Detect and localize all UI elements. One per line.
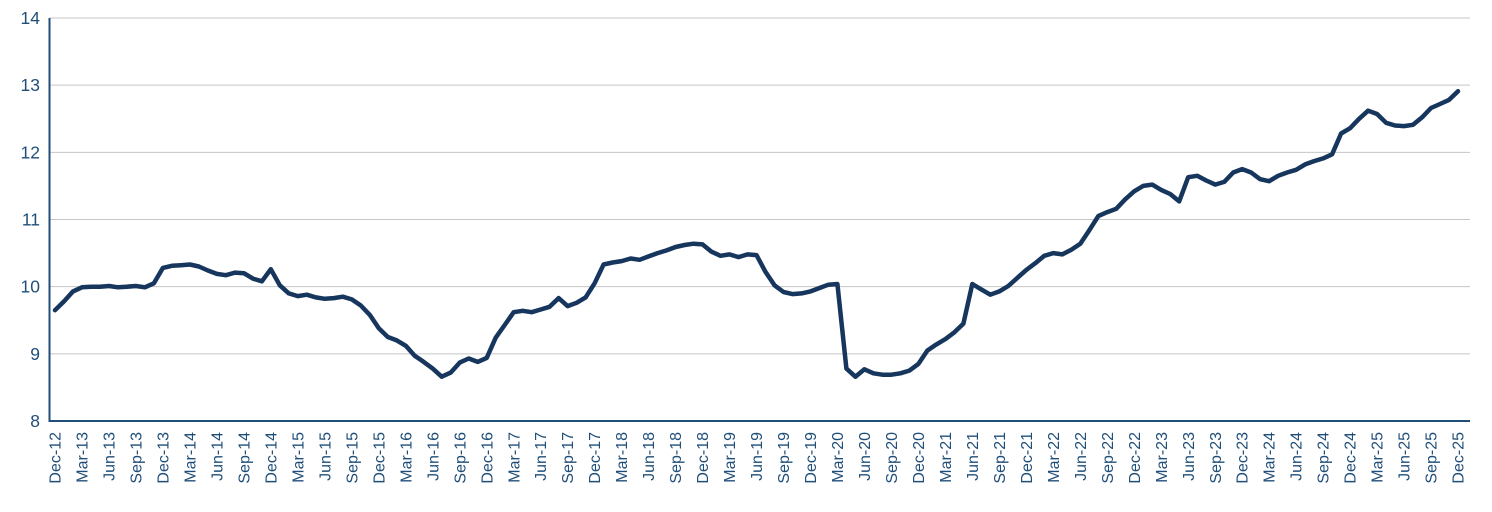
x-tick-label: Jun-17: [533, 432, 550, 481]
x-tick-label: Sep-23: [1208, 432, 1225, 484]
y-tick-label: 13: [21, 75, 40, 95]
x-tick-label: Jun-20: [857, 432, 874, 481]
x-tick-label: Dec-14: [263, 432, 280, 484]
x-tick-label: Jun-13: [102, 432, 119, 481]
x-tick-label: Mar-24: [1262, 432, 1279, 483]
x-tick-label: Jun-21: [965, 432, 982, 481]
x-tick-label: Mar-15: [290, 432, 307, 483]
x-tick-label: Mar-25: [1370, 432, 1387, 483]
x-tick-label: Sep-17: [560, 432, 577, 484]
x-tick-label: Dec-19: [803, 432, 820, 484]
x-tick-label: Dec-21: [1019, 432, 1036, 484]
x-tick-label: Mar-16: [398, 432, 415, 483]
x-tick-label: Mar-23: [1154, 432, 1171, 483]
x-tick-label: Mar-13: [75, 432, 92, 483]
x-tick-label: Sep-14: [236, 432, 253, 484]
x-tick-label: Mar-22: [1046, 432, 1063, 483]
x-tick-label: Sep-19: [776, 432, 793, 484]
x-tick-label: Sep-24: [1316, 432, 1333, 484]
x-tick-label: Dec-17: [587, 432, 604, 484]
x-tick-label: Sep-16: [452, 432, 469, 484]
x-tick-label: Mar-14: [183, 432, 200, 483]
x-tick-label: Mar-17: [506, 432, 523, 483]
x-tick-label: Jun-23: [1181, 432, 1198, 481]
y-tick-label: 14: [21, 8, 41, 28]
x-tick-label: Sep-21: [992, 432, 1009, 484]
y-tick-label: 11: [22, 210, 40, 230]
series-line: [52, 88, 1461, 379]
x-tick-label: Jun-15: [317, 432, 334, 481]
x-tick-label: Mar-19: [722, 432, 739, 483]
y-tick-label: 10: [21, 277, 41, 297]
x-tick-label: Dec-13: [156, 432, 173, 484]
x-tick-label: Sep-18: [668, 432, 685, 484]
x-tick-label: Dec-23: [1235, 432, 1252, 484]
x-tick-label: Sep-13: [129, 432, 146, 484]
x-tick-label: Dec-25: [1451, 432, 1468, 484]
x-tick-label: Sep-15: [344, 432, 361, 484]
x-tick-label: Jun-24: [1289, 432, 1306, 481]
y-tick-label: 9: [30, 344, 40, 364]
x-tick-label: Jun-25: [1397, 432, 1414, 481]
x-tick-label: Jun-18: [641, 432, 658, 481]
x-tick-label: Jun-16: [425, 432, 442, 481]
x-tick-label: Dec-18: [695, 432, 712, 484]
x-tick-label: Dec-20: [911, 432, 928, 484]
x-tick-label: Mar-18: [614, 432, 631, 483]
x-tick-label: Mar-20: [830, 432, 847, 483]
x-tick-label: Dec-15: [371, 432, 388, 484]
x-tick-label: Dec-16: [479, 432, 496, 484]
x-tick-label: Jun-19: [749, 432, 766, 481]
x-tick-label: Sep-25: [1424, 432, 1441, 484]
x-tick-label: Jun-14: [209, 432, 226, 481]
x-tick-label: Dec-24: [1343, 432, 1360, 484]
x-tick-label: Jun-22: [1073, 432, 1090, 481]
x-tick-label: Sep-20: [884, 432, 901, 484]
y-tick-label: 12: [21, 142, 40, 162]
y-tick-label: 8: [30, 411, 40, 431]
x-tick-label: Dec-12: [48, 432, 65, 484]
x-tick-label: Dec-22: [1127, 432, 1144, 484]
x-tick-label: Mar-21: [938, 432, 955, 483]
x-tick-label: Sep-22: [1100, 432, 1117, 484]
